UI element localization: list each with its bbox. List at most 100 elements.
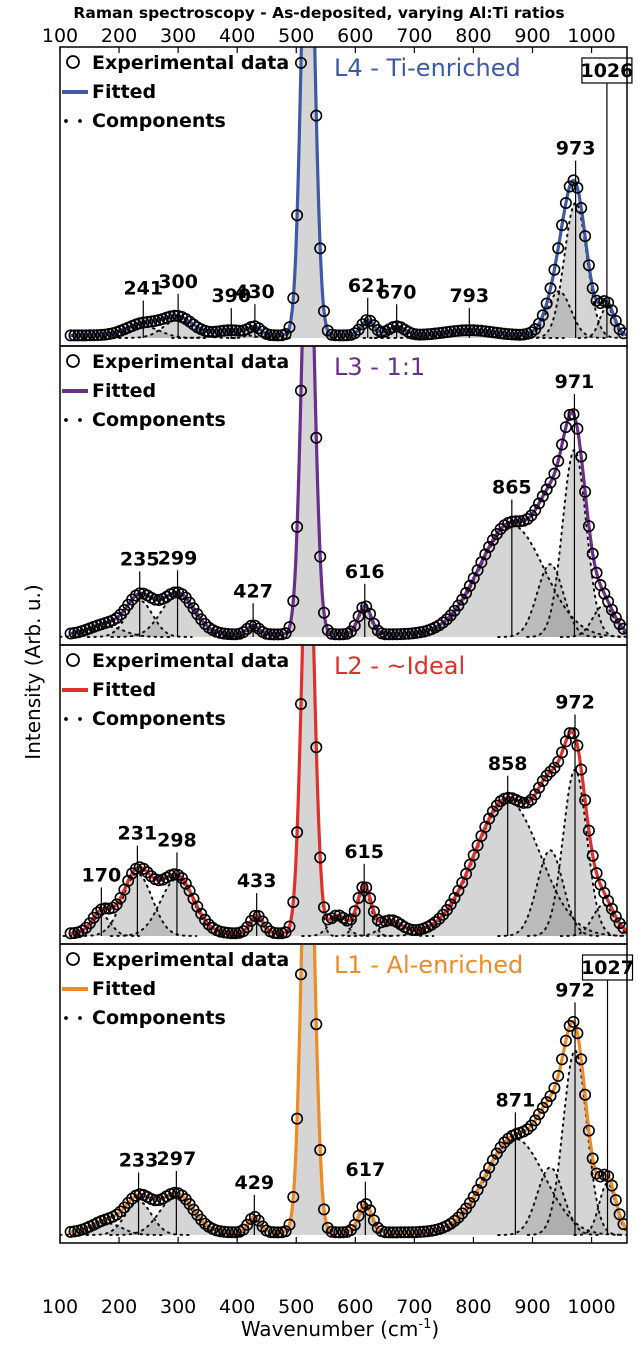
- experimental-point: [406, 627, 419, 640]
- experimental-point: [222, 627, 235, 640]
- experimental-point: [521, 512, 534, 525]
- experimental-point: [406, 1226, 419, 1239]
- experimental-point: [364, 892, 377, 905]
- panel-plot-area: [64, 47, 627, 342]
- experimental-point: [448, 325, 461, 338]
- legend-fit-label: Fitted: [92, 380, 156, 402]
- experimental-point: [586, 282, 599, 295]
- experimental-point: [360, 881, 373, 894]
- experimental-point: [586, 849, 599, 862]
- legend-comp-label: Components: [92, 110, 226, 132]
- experimental-point: [348, 327, 361, 340]
- experimental-point: [609, 1194, 622, 1207]
- experimental-point: [252, 322, 265, 335]
- experimental-point: [168, 586, 181, 599]
- top-tick-label: 700: [396, 25, 432, 47]
- x-axis-label-superscript: -1: [418, 1317, 431, 1332]
- legend-exp-marker: [66, 354, 80, 368]
- experimental-point: [264, 1226, 277, 1239]
- experimental-point: [210, 325, 223, 338]
- top-tick-label: 900: [514, 25, 550, 47]
- experimental-point: [387, 1226, 400, 1239]
- experimental-point: [429, 916, 442, 929]
- experimental-point: [149, 1194, 162, 1207]
- experimental-point: [218, 324, 231, 337]
- experimental-point: [283, 920, 296, 933]
- experimental-point: [337, 329, 350, 342]
- experimental-point: [225, 1226, 238, 1239]
- experimental-point: [195, 907, 208, 920]
- experimental-point: [99, 902, 112, 915]
- experimental-point: [613, 323, 626, 336]
- x-axis-label-close: ): [431, 1317, 439, 1341]
- experimental-point: [521, 1123, 534, 1136]
- experimental-point: [410, 924, 423, 937]
- experimental-point: [548, 1082, 561, 1095]
- experimental-point: [137, 862, 150, 875]
- experimental-point: [490, 1147, 503, 1160]
- peak-label-box: [581, 954, 634, 981]
- peak-label: 300: [158, 271, 198, 293]
- experimental-point: [291, 826, 304, 839]
- experimental-point: [456, 324, 469, 337]
- experimental-point: [486, 533, 499, 546]
- x-axis-label: Wavenumber (cm-1): [241, 1317, 439, 1341]
- experimental-point: [222, 324, 235, 337]
- legend-fit-label: Fitted: [92, 978, 156, 1000]
- experimental-point: [229, 324, 242, 337]
- experimental-point: [506, 328, 519, 341]
- y-axis-label: Intensity (Arb. u.): [21, 584, 45, 759]
- legend-fit-label: Fitted: [92, 81, 156, 103]
- experimental-point: [314, 550, 327, 563]
- peak-label-box: [581, 57, 633, 84]
- peak-label: 390: [211, 285, 251, 307]
- experimental-point: [617, 1218, 627, 1231]
- experimental-point: [348, 905, 361, 918]
- experimental-point: [287, 895, 300, 908]
- peak-label: 241: [123, 278, 163, 300]
- bottom-tick-label: 700: [396, 1296, 432, 1318]
- experimental-point: [571, 739, 584, 752]
- experimental-point: [613, 1208, 626, 1221]
- experimental-point: [498, 1136, 511, 1149]
- peak-label: 858: [488, 753, 528, 775]
- component-curve: [60, 1222, 168, 1236]
- experimental-point: [559, 197, 572, 210]
- panel-plot-area: [62, 645, 627, 940]
- peak-label: 170: [82, 864, 122, 886]
- experimental-point: [126, 593, 139, 606]
- experimental-point: [494, 522, 507, 535]
- experimental-point: [64, 627, 77, 640]
- legend: Experimental data Fitted Components: [62, 949, 289, 1029]
- experimental-point: [383, 914, 396, 927]
- component-curve: [510, 290, 608, 339]
- experimental-point: [64, 329, 77, 342]
- experimental-point: [544, 282, 557, 295]
- experimental-point: [433, 327, 446, 340]
- experimental-point: [555, 219, 568, 232]
- legend: Experimental data Fitted Components: [62, 351, 289, 431]
- experimental-point: [329, 1226, 342, 1239]
- experimental-point: [452, 599, 465, 612]
- experimental-point: [502, 791, 515, 804]
- component-fill: [498, 564, 603, 637]
- experimental-point: [582, 824, 595, 837]
- panel-name: L3 - 1:1: [334, 353, 425, 381]
- peak-label: 233: [119, 1150, 159, 1172]
- peak-label: 1027: [581, 957, 634, 979]
- experimental-point: [294, 56, 307, 69]
- legend-comp-dot: [78, 119, 82, 123]
- experimental-point: [540, 297, 553, 310]
- experimental-point: [571, 422, 584, 435]
- panel-frame: [59, 943, 628, 1244]
- component-curve: [362, 327, 431, 339]
- bottom-tick-label: 100: [42, 1296, 78, 1318]
- experimental-point: [421, 328, 434, 341]
- experimental-point: [448, 1214, 461, 1227]
- bottom-tick-label: 400: [219, 1296, 255, 1318]
- experimental-point: [555, 1053, 568, 1066]
- experimental-point: [429, 327, 442, 340]
- experimental-point: [260, 627, 273, 640]
